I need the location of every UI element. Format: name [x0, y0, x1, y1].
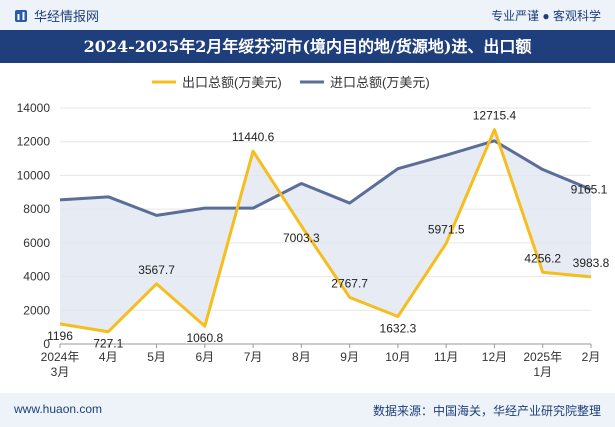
- footer-url: www.huaon.com: [14, 402, 103, 416]
- brand-icon: [15, 9, 27, 22]
- x-tick-label: 5月: [147, 350, 166, 364]
- export-line: [59, 128, 592, 334]
- y-tick-label: 12000: [17, 135, 51, 149]
- x-axis-labels: 2024年 3月 4月 5月 6月 7月 8月 9月 10月 11月 12月 2025年 1月 2月: [41, 350, 601, 379]
- export-data-label: 1632.3: [380, 321, 417, 335]
- tagline: 专业严谨 ● 客观科学: [491, 9, 601, 23]
- legend-label: 出口总额(万美元): [182, 75, 282, 90]
- series-lines: [59, 128, 592, 334]
- export-data-label: 727.1: [93, 337, 123, 351]
- export-data-label: 11440.6: [232, 130, 275, 144]
- export-data-label: 12715.4: [473, 109, 517, 123]
- x-tick-label: 7月: [244, 350, 263, 364]
- top-banner: 华经情报网 专业严谨 ● 客观科学: [0, 0, 615, 30]
- legend-label: 进口总额(万美元): [330, 75, 430, 90]
- x-tick-label: 11月: [434, 350, 458, 364]
- chart-title: 2024-2025年2月年绥芬河市(境内目的地/货源地)进、出口额: [0, 30, 615, 63]
- x-tick-label: 2月: [582, 350, 601, 364]
- y-tick-label: 6000: [23, 236, 50, 250]
- brand-name: 华经情报网: [34, 9, 100, 24]
- y-tick-label: 4000: [23, 270, 50, 284]
- y-tick-label: 14000: [17, 101, 51, 115]
- y-axis-labels: 0 2000 4000 6000 8000 10000 12000 14000: [17, 101, 51, 351]
- x-tick-label: 2024年 3月: [41, 350, 80, 379]
- import-data-label: 9165.1: [571, 183, 608, 197]
- footer: www.huaon.com 数据来源：中国海关，华经产业研究院整理: [0, 393, 615, 427]
- y-tick-label: 2000: [23, 303, 50, 317]
- import-line: [59, 139, 592, 217]
- chart-area: 0 2000 4000 6000 8000 10000 12000 14000 2024年 3月…: [17, 75, 610, 379]
- x-tick-label: 10月: [385, 350, 410, 364]
- brand-logo: 华经情报网: [14, 6, 99, 25]
- y-tick-label: 8000: [23, 202, 50, 216]
- y-tick-label: 0: [43, 337, 50, 351]
- y-tick-label: 10000: [17, 168, 51, 182]
- x-tick-label: 8月: [292, 350, 311, 364]
- data-labels: 1196 727.1 3567.7 1060.8 11440.6 7003.3 2767.7…: [47, 109, 610, 351]
- export-data-label: 2767.7: [331, 276, 368, 290]
- export-data-label: 1060.8: [186, 331, 223, 345]
- export-data-label: 5971.5: [428, 222, 465, 236]
- x-tick-label: 2025年 1月: [523, 350, 562, 379]
- export-data-label: 4256.2: [524, 251, 561, 265]
- x-tick-label: 9月: [340, 350, 359, 364]
- export-data-label: 7003.3: [283, 231, 320, 245]
- gap-fill: [60, 129, 591, 332]
- export-data-label: 3567.7: [138, 263, 175, 277]
- legend: 出口总额(万美元) 进口总额(万美元): [152, 75, 430, 90]
- x-tick-label: 6月: [195, 350, 214, 364]
- x-tick-label: 12月: [482, 350, 507, 364]
- export-data-label: 3983.8: [573, 256, 610, 270]
- x-tick-label: 4月: [99, 350, 118, 364]
- footer-source: 数据来源：中国海关，华经产业研究院整理: [372, 404, 601, 418]
- gap-area: [60, 129, 591, 332]
- export-data-label: 1196: [47, 329, 73, 343]
